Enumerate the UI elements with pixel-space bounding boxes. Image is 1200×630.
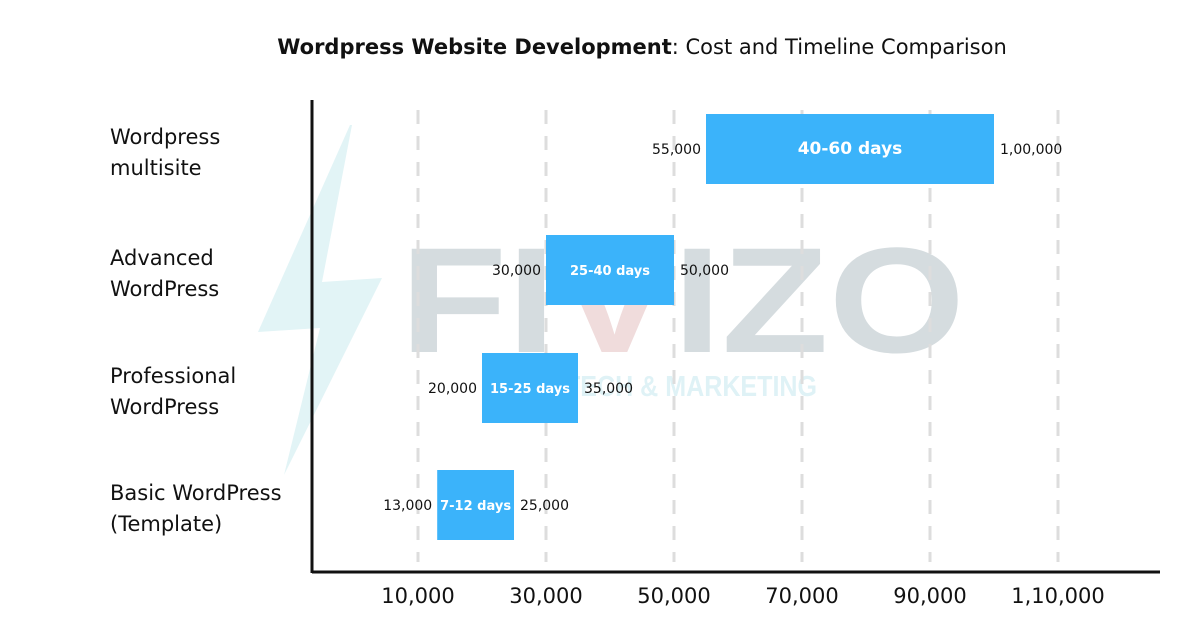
category-label-line: Advanced — [110, 246, 214, 270]
end-value-label: 25,000 — [520, 498, 569, 514]
category-label-line: Professional — [110, 364, 236, 388]
end-value-label: 35,000 — [584, 381, 633, 397]
watermark-letter: I — [673, 216, 722, 384]
chart-title-bold: Wordpress Website Development — [277, 35, 672, 59]
start-value-label: 30,000 — [492, 263, 541, 279]
duration-label: 40-60 days — [798, 139, 903, 159]
start-value-label: 13,000 — [383, 498, 432, 514]
watermark-letter: Z — [722, 216, 829, 384]
x-tick-label: 1,10,000 — [1011, 584, 1105, 608]
duration-label: 15-25 days — [490, 382, 570, 397]
start-value-label: 20,000 — [428, 381, 477, 397]
end-value-label: 50,000 — [680, 263, 729, 279]
category-label-line: multisite — [110, 156, 202, 180]
category-label-line: Basic WordPress — [110, 481, 282, 505]
end-value-label: 1,00,000 — [1000, 142, 1062, 158]
category-label-line: (Template) — [110, 512, 222, 536]
chart-title: Wordpress Website Development: Cost and … — [277, 35, 1007, 59]
bars: 40-60 days 55,000 1,00,000 25-40 days 30,000… — [383, 114, 1062, 540]
x-tick-label: 90,000 — [893, 584, 966, 608]
duration-label: 7-12 days — [440, 499, 511, 514]
range-bar — [546, 235, 674, 305]
category-label: Professional WordPress — [110, 364, 236, 419]
category-label: Wordpress multisite — [110, 125, 220, 180]
category-label-line: WordPress — [110, 277, 219, 301]
category-label: Basic WordPress (Template) — [110, 481, 282, 536]
grid-lines — [416, 110, 1060, 562]
lightning-bolt-icon — [258, 125, 382, 475]
x-tick-label: 30,000 — [509, 584, 582, 608]
category-label-line: Wordpress — [110, 125, 220, 149]
x-tick-label: 50,000 — [637, 584, 710, 608]
duration-label: 25-40 days — [570, 264, 650, 279]
watermark-tagline: TECH & MARKETING — [565, 371, 817, 403]
watermark-letter: O — [829, 216, 965, 384]
x-tick-label: 70,000 — [765, 584, 838, 608]
x-tick-labels: 10,000 30,000 50,000 70,000 90,000 1,10,000 — [381, 584, 1105, 608]
range-bar — [437, 470, 514, 540]
range-bar — [706, 114, 994, 184]
start-value-label: 55,000 — [652, 142, 701, 158]
x-tick-label: 10,000 — [381, 584, 454, 608]
category-label: Advanced WordPress — [110, 246, 219, 301]
range-bar — [482, 353, 578, 423]
category-label-line: WordPress — [110, 395, 219, 419]
chart-title-rest: : Cost and Timeline Comparison — [672, 35, 1007, 59]
